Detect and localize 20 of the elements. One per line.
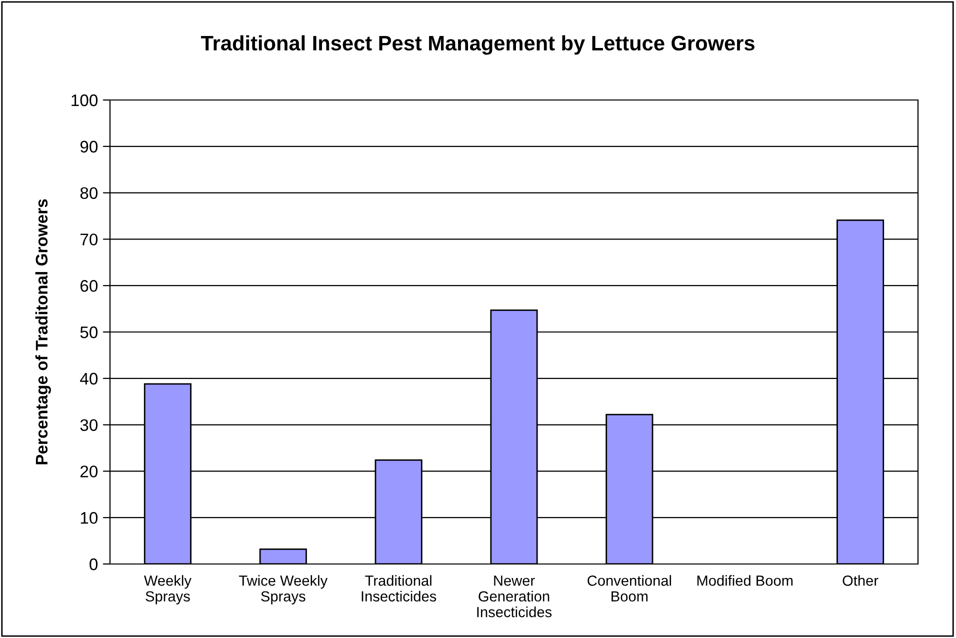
y-tick-label: 70 [80, 234, 98, 246]
x-tick-label: Traditional Insecticides [362, 575, 436, 602]
x-tick-label: Twice Weekly Sprays [239, 575, 328, 604]
y-tick-label: 40 [80, 372, 98, 385]
x-tick-label: Conventional Boom [588, 575, 672, 602]
y-tick-label: 60 [80, 280, 98, 292]
y-tick-label: 50 [80, 326, 98, 338]
x-tick-label: Newer Generation Insecticides [477, 576, 552, 618]
chart-title: Traditional Insect Pest Management by Lettuce Growers [200, 35, 754, 55]
x-tick-label: Modified Boom [697, 575, 793, 586]
y-tick-label: 90 [80, 140, 98, 153]
y-tick-label: 0 [90, 558, 98, 570]
y-tick-label: 100 [72, 94, 98, 106]
y-tick-label: 20 [80, 466, 98, 478]
x-tick-label: Other [842, 575, 878, 586]
y-tick-label: 30 [80, 419, 98, 432]
y-tick-label: 80 [80, 187, 98, 200]
x-tick-label: Weekly Sprays [144, 575, 192, 604]
y-tick-label: 10 [80, 512, 98, 524]
y-axis-title: Percentage of Traditonal Growers [35, 199, 51, 464]
